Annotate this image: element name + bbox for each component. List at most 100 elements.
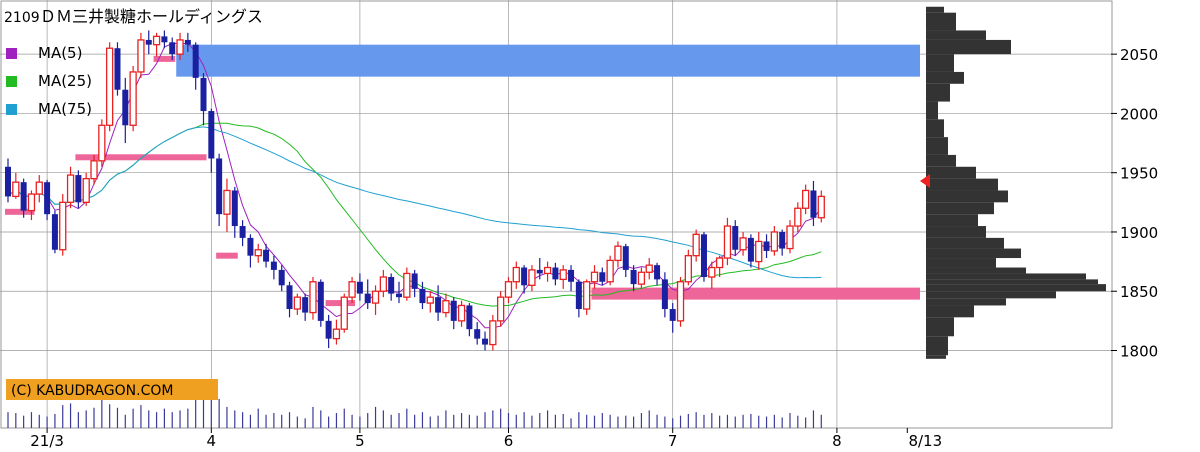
x-tick-label: 8/13 [908,432,942,450]
candle-body [152,35,161,46]
candle-body [770,231,779,252]
volume-profile [926,6,1106,359]
legend: MA(5) MA(25) MA(75) [6,44,92,118]
copyright-text: (C) KABUDRAGON.COM [11,383,173,399]
candle-body [122,89,129,126]
candle-body [317,281,324,321]
candle-body [474,329,481,339]
candle-body [396,293,402,298]
candle-body [606,259,614,283]
volume-profile-bar [926,317,954,337]
volume-profile-bar [926,54,954,72]
candle-body [466,305,473,330]
legend-label-ma75: MA(75) [38,100,92,118]
candle-body [457,304,466,322]
candle-body [739,237,747,251]
resistance-zone [176,44,921,77]
candle-body [482,338,489,345]
volume-profile-bar [926,248,1021,259]
current-price-marker [920,173,930,188]
candle-body [216,158,223,215]
candle-body [568,269,575,282]
candle-body [528,269,536,286]
x-tick-label: 6 [504,432,514,450]
legend-label-ma25: MA(25) [38,72,92,90]
candle-body [583,281,591,310]
candle-body [559,269,567,281]
y-tick-label: 1800 [1120,343,1158,361]
volume-profile-bar [926,6,944,13]
candle-body [59,201,67,251]
plot-frame [0,0,1113,429]
volume-profile-bar [926,202,994,215]
support-marker [325,300,356,307]
x-tick-label: 7 [668,432,678,450]
candle-body [231,190,238,227]
candle-body [90,160,98,180]
candle-body [254,249,262,257]
candle-body [692,233,700,257]
candle-body [543,266,552,275]
candle-body [51,214,58,250]
candle-body [137,39,145,73]
candle-body [379,276,388,292]
volume-profile-bar [926,83,950,102]
candle-body [106,47,114,126]
candle-body [340,296,348,330]
candle-body [450,300,457,321]
candle-body [5,166,11,197]
candle-body [637,271,646,285]
candle-body [20,182,27,211]
candle-body [403,272,411,298]
candle-body [575,281,582,310]
volume-profile-bar [926,258,996,268]
candle-body [114,48,121,90]
candle-body [763,241,770,251]
candle-body [371,290,380,304]
candle-body [364,293,371,304]
x-axis: 21/3 4 5 6 7 8 8/13 [30,428,942,450]
legend-swatch-ma75 [6,104,17,115]
candle-body [192,44,199,78]
candle-body [278,269,285,286]
legend-swatch-ma25 [6,76,17,87]
legend-label-ma5: MA(5) [38,44,82,62]
candle-body [239,226,246,238]
candle-body [521,267,528,286]
candle-body [817,195,825,219]
candle-body [332,328,341,340]
volume-profile-bar [926,214,978,227]
candle-body [700,234,707,278]
candle-body [27,193,36,212]
stock-code: 2109 [4,10,40,26]
y-axis: 1800 1850 1900 1950 2000 2050 [1111,46,1158,361]
volume-profile-bar [926,336,948,356]
candle-body [801,189,810,209]
candle-body [356,281,363,294]
candle-body [247,237,254,256]
company-name: ＤＭ三井製糖ホールディングス [40,7,263,26]
volume-profile-bar [926,71,964,84]
candle-body [66,174,75,203]
price-zones [5,44,930,307]
candle-body [676,281,685,322]
legend-swatch-ma5 [6,48,17,59]
candle-body [669,309,676,321]
candlesticks [5,30,825,351]
candle-body [293,296,301,310]
volume-profile-bar [926,12,956,31]
candle-body [622,246,629,270]
volume-profile-bar [926,237,1004,249]
volume-profile-bar [926,355,946,359]
candle-body [435,297,442,313]
candle-body [645,264,653,273]
candle-body [98,124,106,162]
volume-profile-bar [926,30,986,40]
candle-body [512,266,520,283]
candle-body [497,296,505,322]
candle-body [145,39,152,45]
candle-body [263,249,270,262]
candle-body [419,288,426,304]
candle-body [176,39,184,55]
candle-body [270,261,277,270]
